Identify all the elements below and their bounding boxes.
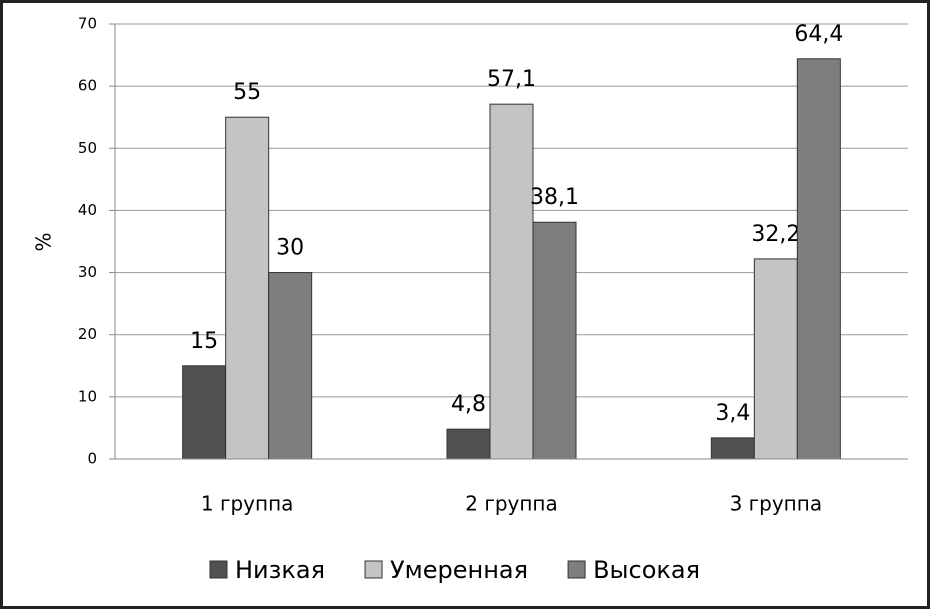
y-tick-label: 30	[78, 263, 97, 281]
legend-label: Низкая	[235, 556, 325, 584]
y-tick-label: 10	[78, 387, 97, 405]
value-label: 38,1	[530, 185, 579, 210]
legend-swatch	[209, 560, 228, 579]
y-tick-label: 50	[78, 139, 97, 157]
value-label: 15	[190, 329, 218, 354]
value-label: 55	[233, 80, 261, 105]
y-axis-label: %	[32, 232, 56, 251]
x-tick-label: 1 группа	[201, 492, 294, 516]
bar	[753, 258, 798, 460]
legend-swatch	[567, 560, 586, 579]
y-tick-label: 60	[78, 77, 97, 95]
x-tick-label: 3 группа	[730, 492, 823, 516]
value-label: 64,4	[794, 22, 843, 47]
value-label: 30	[276, 236, 304, 261]
bar	[268, 272, 313, 460]
bar	[225, 116, 270, 460]
bar	[446, 428, 491, 460]
y-tick-label: 70	[78, 15, 97, 33]
bar	[532, 221, 577, 460]
x-tick-label: 2 группа	[465, 492, 558, 516]
value-label: 32,2	[751, 222, 800, 247]
legend-swatch	[364, 560, 383, 579]
y-tick-label: 20	[78, 325, 97, 343]
legend-label: Умеренная	[390, 556, 528, 584]
y-tick-label: 0	[87, 450, 97, 468]
value-label: 57,1	[487, 67, 536, 92]
bar	[710, 437, 755, 460]
bar	[796, 58, 841, 460]
value-label: 3,4	[715, 401, 750, 426]
y-tick-label: 40	[78, 201, 97, 219]
value-label: 4,8	[451, 392, 486, 417]
bar	[489, 103, 534, 460]
bar	[182, 365, 227, 460]
legend-label: Высокая	[593, 556, 700, 584]
